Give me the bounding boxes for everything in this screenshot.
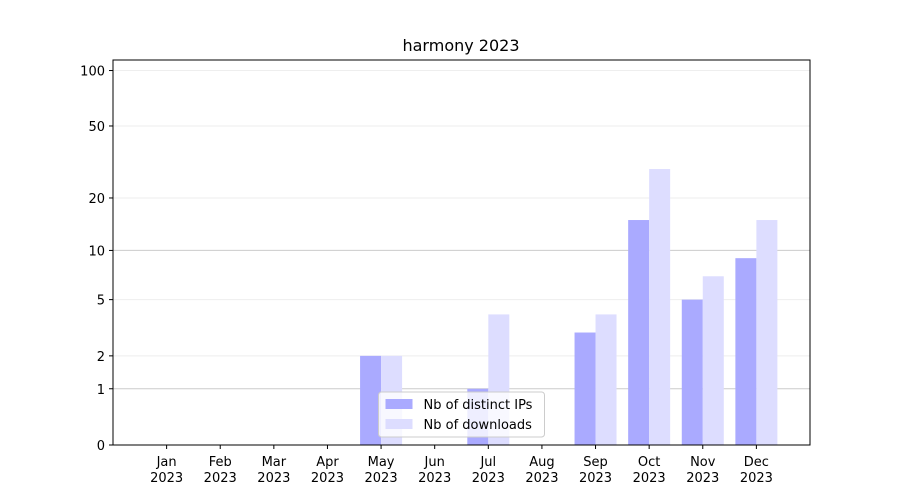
x-tick-label: Jul 2023 bbox=[472, 455, 505, 486]
x-tick-label: Apr 2023 bbox=[311, 455, 344, 486]
y-tick-label: 5 bbox=[97, 294, 105, 309]
y-tick-label: 10 bbox=[88, 244, 105, 259]
y-tick-label: 2 bbox=[97, 350, 105, 365]
bar bbox=[702, 276, 724, 445]
chart-title: harmony 2023 bbox=[402, 36, 519, 55]
x-tick-label: May 2023 bbox=[365, 455, 398, 486]
plot-frame bbox=[112, 59, 811, 446]
y-tick-label: 0 bbox=[97, 439, 105, 454]
y-tick-label: 20 bbox=[88, 192, 105, 207]
x-tick-label: Oct 2023 bbox=[633, 455, 666, 486]
x-tick-label: Aug 2023 bbox=[525, 455, 558, 486]
x-tick-label: Mar 2023 bbox=[257, 455, 290, 486]
bar bbox=[649, 169, 671, 446]
legend-swatch bbox=[385, 419, 413, 429]
bar bbox=[735, 258, 757, 445]
y-tick-label: 1 bbox=[97, 383, 105, 398]
bar bbox=[681, 299, 703, 445]
legend-swatch bbox=[385, 399, 413, 409]
x-tick-label: Feb 2023 bbox=[204, 455, 237, 486]
bar bbox=[360, 355, 382, 445]
bar bbox=[574, 332, 596, 445]
x-tick-label: Sep 2023 bbox=[579, 455, 612, 486]
x-tick-label: Jun 2023 bbox=[418, 455, 451, 486]
bar bbox=[595, 314, 617, 445]
y-tick-label: 100 bbox=[80, 65, 105, 80]
legend-label: Nb of downloads bbox=[424, 418, 533, 433]
legend-box bbox=[378, 391, 545, 438]
x-tick-label: Nov 2023 bbox=[686, 455, 719, 486]
y-tick-label: 50 bbox=[88, 120, 105, 135]
x-tick-label: Dec 2023 bbox=[740, 455, 773, 486]
x-tick-label: Jan 2023 bbox=[150, 455, 183, 486]
legend-label: Nb of distinct IPs bbox=[424, 398, 533, 413]
bar bbox=[628, 220, 650, 445]
bar bbox=[756, 220, 778, 445]
